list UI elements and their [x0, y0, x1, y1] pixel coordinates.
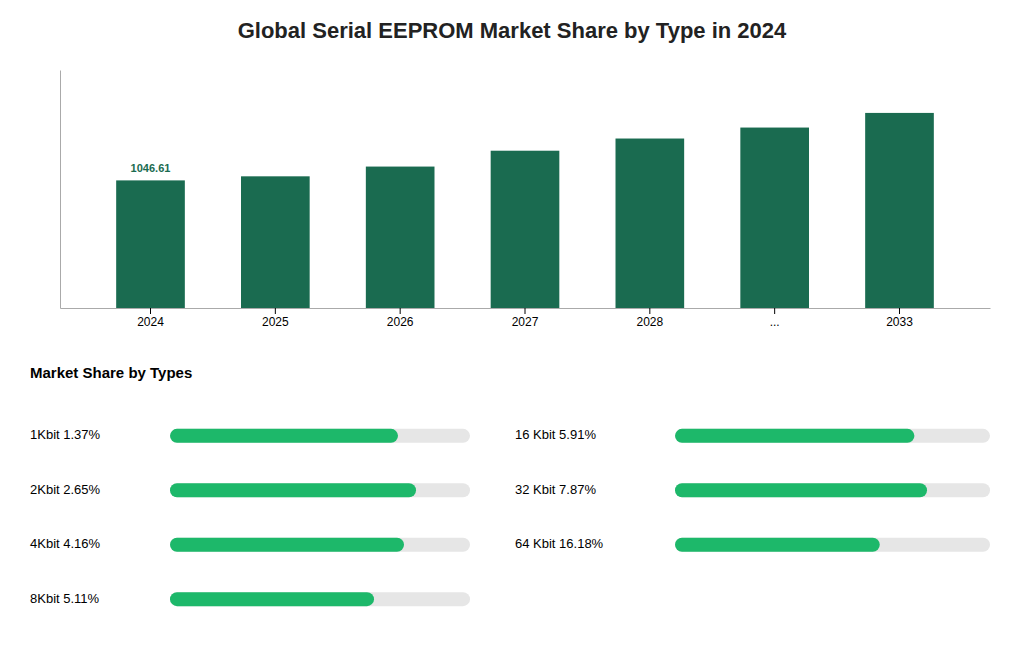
x-tick-mark: [275, 308, 276, 314]
progress-bars: [675, 483, 927, 497]
x-tick: ...: [770, 308, 780, 329]
x-tick-label: 2028: [636, 315, 663, 329]
x-tick-mark: [774, 308, 775, 314]
annotation: 1046.61: [131, 162, 171, 174]
progress-fill: [170, 483, 416, 497]
subtitle: Market Share by Types: [30, 364, 192, 381]
bars: [116, 113, 934, 308]
x-tick: 2028: [636, 308, 663, 329]
progress-bars: [170, 429, 398, 443]
x-tick-mark: [400, 308, 401, 314]
bar: [740, 128, 809, 308]
row-label: 2Kbit 2.65%: [30, 482, 101, 497]
x-tick-label: 2024: [137, 315, 164, 329]
x-tick: 2027: [512, 308, 539, 329]
progress-fill: [170, 592, 374, 606]
progress-bars: [170, 538, 404, 552]
bar: [491, 151, 560, 308]
x-tick: 2033: [886, 308, 913, 329]
x-axis: 2024 2025 2026 2027 2028... 2033: [61, 308, 991, 329]
x-tick-label: 2033: [886, 315, 913, 329]
progress-chart: 1Kbit 1.37% 2Kbit 2.65% 4Kbit 4.16% 8Kbit 5…: [30, 427, 990, 606]
progress-bars: [675, 538, 880, 552]
plot-area: 2024 2025 2026 2027 2028... 2033 1046.61: [61, 71, 991, 329]
title: Global Serial EEPROM Market Share by Typ…: [238, 18, 787, 43]
chart-root: Global Serial EEPROM Market Share by Typ…: [0, 0, 1024, 648]
x-tick-mark: [525, 308, 526, 314]
track: [170, 592, 470, 606]
progress-fill: [675, 429, 914, 443]
bar: [865, 113, 934, 308]
y-axis: [60, 71, 61, 309]
x-tick-label: 2025: [262, 315, 289, 329]
x-tick-mark: [649, 308, 650, 314]
progress-fill: [170, 538, 404, 552]
y-axis-line: [60, 71, 61, 309]
row-label: 64 Kbit 16.18%: [515, 536, 604, 551]
progress-fill: [675, 483, 927, 497]
track: [675, 538, 990, 552]
bar: [366, 167, 435, 308]
bar: [616, 139, 685, 308]
track: [675, 483, 990, 497]
row-label: 32 Kbit 7.87%: [515, 482, 596, 497]
track: [170, 429, 470, 443]
row-label: 8Kbit 5.11%: [30, 591, 100, 606]
progress-bars: [170, 592, 374, 606]
track: [170, 538, 470, 552]
x-tick-label: 2027: [512, 315, 539, 329]
track: [675, 429, 990, 443]
annotations: 1046.61: [131, 162, 171, 174]
x-tick: 2024: [137, 308, 164, 329]
row-label: 4Kbit 4.16%: [30, 536, 101, 551]
x-tick-label: 2026: [387, 315, 414, 329]
progress-fill: [675, 538, 880, 552]
bar: [116, 180, 185, 308]
x-tick-label: ...: [770, 315, 780, 329]
x-tick-mark: [899, 308, 900, 314]
row-label: 16 Kbit 5.91%: [515, 427, 596, 442]
progress-fill: [170, 429, 398, 443]
track: [170, 483, 470, 497]
x-tick: 2025: [262, 308, 289, 329]
x-tick-mark: [150, 308, 151, 314]
progress-bars: [675, 429, 914, 443]
progress-bars: [170, 483, 416, 497]
bar: [241, 176, 310, 308]
row-label: 1Kbit 1.37%: [30, 427, 101, 442]
x-tick: 2026: [387, 308, 414, 329]
